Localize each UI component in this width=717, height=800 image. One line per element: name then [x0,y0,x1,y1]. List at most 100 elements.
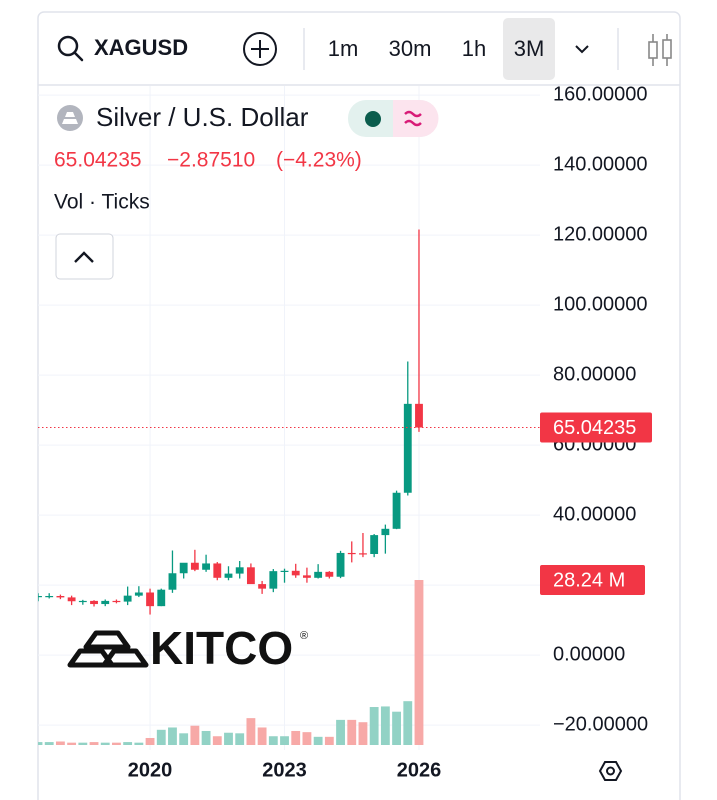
candle-body [56,596,65,598]
volume-badge [540,565,645,595]
last-price-label: 65.04235 [553,417,636,439]
candle-body [67,597,76,602]
volume-bar [302,732,312,745]
symbol-search[interactable]: XAGUSD [57,35,188,62]
volume-bar [224,732,233,745]
legend-change: −2.87510 [167,149,255,172]
volume-bar [268,736,278,745]
volume-bar [414,580,424,745]
interval-highlight [503,18,555,80]
candle-body [224,573,233,578]
kitco-logo [67,630,149,668]
candle-body [78,600,87,603]
candle-body [381,528,390,536]
settings-button[interactable] [598,761,623,781]
symbol[interactable]: XAGUSD [94,35,188,60]
interval-button[interactable]: 3M [514,36,545,61]
y-tick-label: 160.00000 [553,83,648,105]
volume-bar [403,701,413,745]
volume-bar [78,742,88,745]
candle-body [38,596,42,598]
candle-body [291,570,300,576]
y-tick-label: 140.00000 [553,153,648,175]
legend-title: Silver / U.S. Dollar [96,102,309,132]
candle-body [246,567,255,585]
y-tick-label: 0.00000 [553,643,625,665]
volume-bar [347,719,357,745]
frame [37,11,681,800]
collapse-button[interactable] [55,233,114,280]
watermark-mark: ® [300,630,308,642]
candle-body [157,589,166,607]
y-tick-label: 100.00000 [553,293,648,315]
volume-bar [89,742,99,745]
legend-price: 65.04235 [54,149,142,172]
candle-body [392,492,401,529]
volume-bar [100,742,110,745]
volume-bar [246,718,256,745]
candle-body [213,563,222,578]
intervals-menu[interactable] [575,45,589,54]
volume-bar [168,727,177,745]
y-tick-label: 80.00000 [553,363,636,385]
candle-body [190,562,199,570]
volume-bar [235,733,245,745]
candle-body [45,596,54,598]
watermark-name: KITCO [150,622,293,674]
interval-button[interactable]: 1m [328,36,359,61]
chart-type-button[interactable] [648,34,672,66]
volume-bar [156,729,166,745]
candle-body [112,600,121,603]
legend-change-percent: (−4.23%) [276,149,362,172]
candle-body [280,570,289,572]
interval-button[interactable]: 1h [462,36,486,61]
volume-bar [280,736,289,745]
status-pill[interactable] [348,100,439,137]
volume-bar [257,727,267,745]
symbol-icon [57,105,83,131]
candle-body [90,600,98,605]
candle-body [370,535,379,554]
volume-bar [112,742,121,745]
x-tick-label: 2023 [262,759,307,781]
y-tick-label: 40.00000 [553,503,636,525]
candle-body [134,592,143,596]
volume-bar [201,730,211,745]
volume-bar [38,742,43,745]
candle-body [269,571,278,589]
volume-bar [179,733,189,745]
volume-bar [369,707,379,745]
volume-bar [67,742,77,745]
volume-label: 28.24 M [553,569,625,591]
candle-body [179,562,188,574]
x-tick-label: 2020 [128,759,173,781]
x-tick-label: 2026 [397,759,442,781]
volume-bar [291,730,301,745]
volume-bar [392,711,401,745]
volume-bar [55,741,65,745]
compare-button[interactable] [243,32,277,66]
candle-body [415,403,423,428]
y-tick-label: −20.00000 [553,713,648,735]
candle-body [168,573,177,590]
candle-body [314,571,323,578]
candle-body [347,552,356,555]
y-tick-label: 120.00000 [553,223,648,245]
interval-button[interactable]: 30m [389,36,432,61]
candle-body [123,595,132,602]
volume-bar [336,719,345,745]
candle-body [101,600,110,605]
indicator-label: Vol · Ticks [54,191,150,214]
candle-body [146,592,154,607]
candle-body [403,403,412,493]
volume-bar [44,742,54,745]
volume-bar [324,736,334,745]
volume-bar [145,737,155,745]
volume-bar [212,736,222,745]
candle-body [235,567,244,574]
candle-body [336,552,345,577]
candle-body [325,571,334,577]
candle-body [303,575,311,578]
volume-bar [134,742,144,745]
